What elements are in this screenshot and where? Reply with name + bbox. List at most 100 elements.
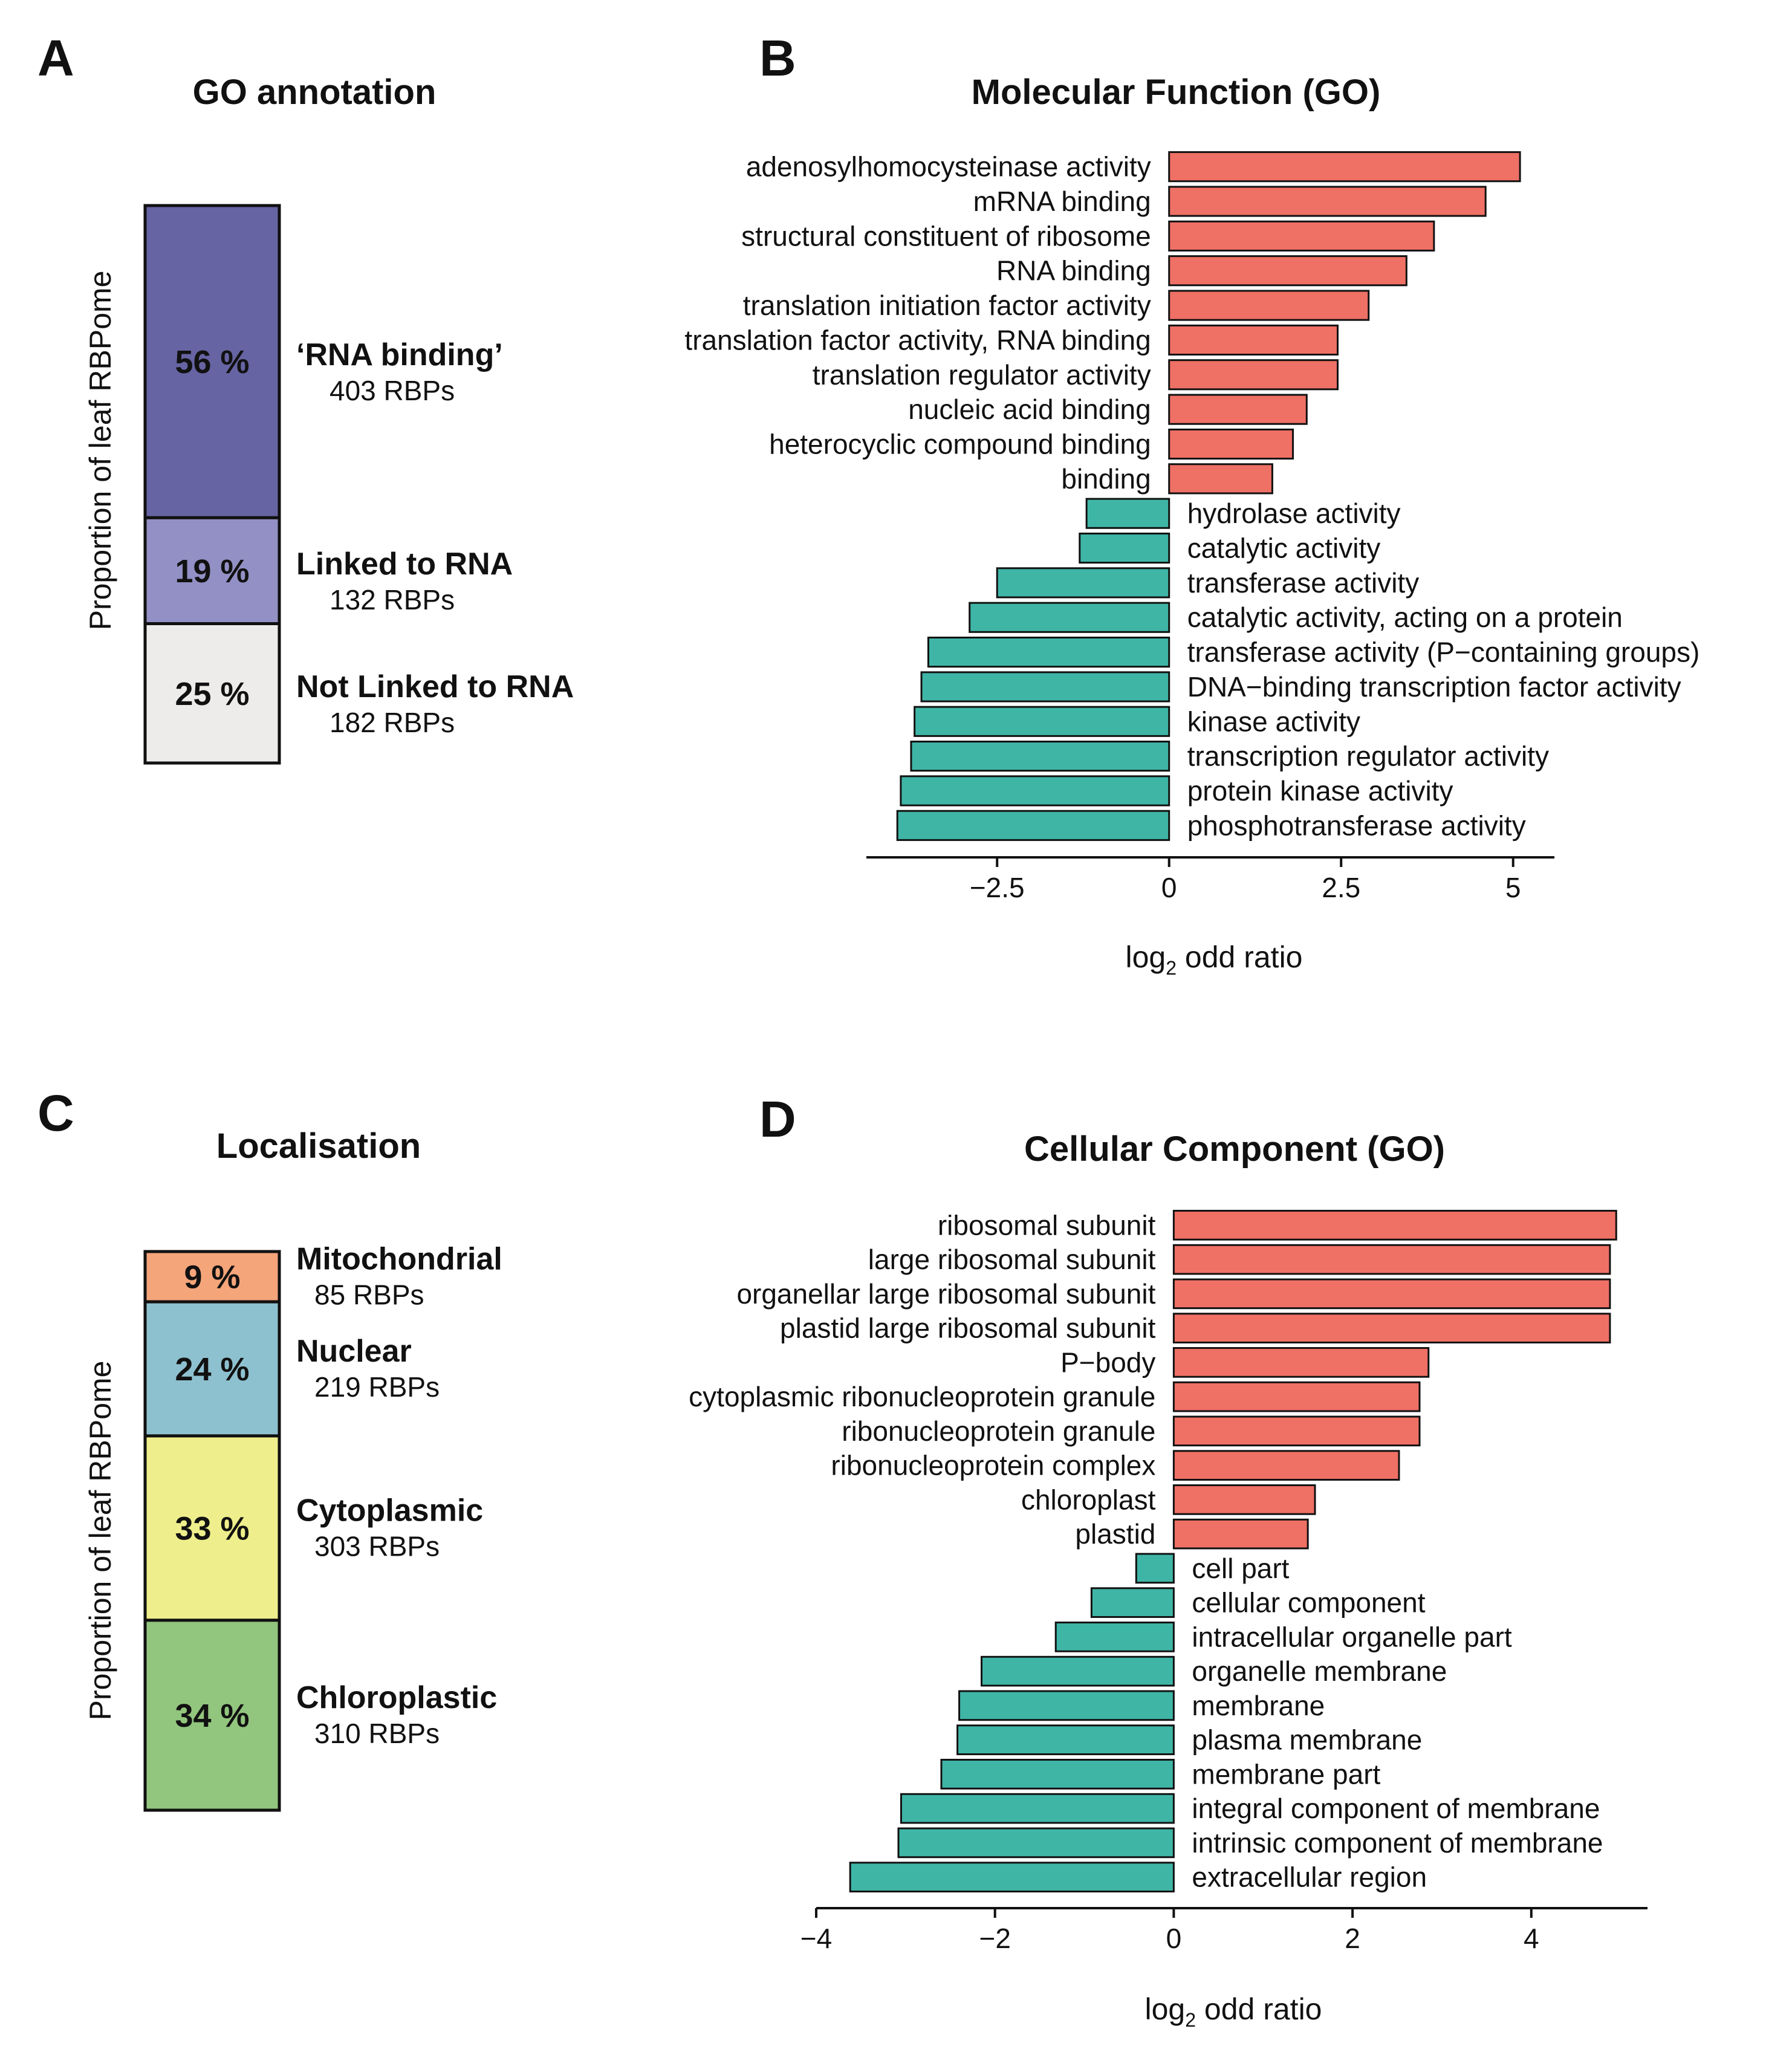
panel-b-bar-label: catalytic activity, acting on a protein — [1187, 602, 1623, 633]
panel-d-xlabel: log2 odd ratio — [1144, 1992, 1322, 2031]
panel-a-letter: A — [37, 30, 74, 86]
panel-b-bar-label: translation regulator activity — [813, 359, 1151, 391]
panel-b-bar — [914, 706, 1170, 737]
panel-a-segment-percent: 56 % — [175, 344, 249, 380]
panel-b-x-tick-label: −2.5 — [970, 872, 1025, 903]
panel-b-bar-label: transcription regulator activity — [1187, 741, 1549, 772]
panel-d-bar — [1135, 1553, 1175, 1584]
panel-a-stacked-bar: 56 % ‘RNA binding’403 RBPs 19 % Linked to R… — [143, 204, 574, 765]
panel-d: D Cellular Component (GO) ribosomal subu… — [689, 1091, 1648, 2031]
panel-b-bar-label: kinase activity — [1187, 706, 1360, 737]
panel-d-bar — [981, 1655, 1175, 1687]
panel-d-bar — [1172, 1347, 1430, 1378]
panel-d-bar — [1054, 1622, 1175, 1652]
panel-c: C Localisation Proportion of leaf RBPome… — [37, 1085, 502, 1812]
panel-b-bar — [1079, 532, 1170, 564]
panel-c-segment-percent: 33 % — [175, 1510, 249, 1547]
panel-b-bar-label: protein kinase activity — [1187, 775, 1453, 807]
panel-d-x-tick-label: −2 — [979, 1923, 1010, 1954]
panel-d-bar — [1172, 1313, 1611, 1343]
panel-d-bar — [897, 1827, 1175, 1859]
panel-d-bar-label: plasma membrane — [1192, 1724, 1422, 1756]
panel-d-bar-label: ribonucleoprotein granule — [842, 1415, 1155, 1447]
panel-b-bar-label: heterocyclic compound binding — [769, 428, 1151, 460]
panel-b-bar — [1168, 359, 1339, 391]
panel-b-bar — [996, 567, 1170, 599]
panel-d-bar-label: intracellular organelle part — [1192, 1621, 1512, 1652]
panel-a-segment-count: 182 RBPs — [330, 707, 455, 738]
panel-d-bar-label: cellular component — [1192, 1587, 1425, 1619]
panel-b-bar — [920, 671, 1170, 703]
panel-d-x-tick-label: −4 — [800, 1923, 832, 1954]
panel-d-bar — [1172, 1484, 1316, 1515]
panel-d-bar — [1172, 1210, 1617, 1241]
panel-d-bar-label: plastid — [1075, 1518, 1155, 1550]
panel-b-x-tick-label: 0 — [1161, 872, 1177, 903]
panel-b-bar-label: phosphotransferase activity — [1187, 810, 1526, 841]
panel-b-bar-label: DNA−binding transcription factor activit… — [1187, 671, 1681, 703]
panel-d-bar-label: large ribosomal subunit — [868, 1244, 1156, 1275]
panel-b-bar — [927, 636, 1170, 668]
panel-c-segment-count: 219 RBPs — [314, 1371, 440, 1403]
panel-b-bar — [1168, 463, 1273, 495]
panel-a-segment-percent: 25 % — [175, 676, 249, 712]
panel-d-bar — [956, 1724, 1175, 1755]
panel-a-segment-count: 403 RBPs — [330, 375, 455, 406]
panel-d-bar — [1172, 1244, 1611, 1275]
panel-b-bar — [1168, 324, 1339, 356]
panel-a: A GO annotation Proportion of leaf RBPom… — [37, 30, 574, 765]
panel-d-bar — [900, 1793, 1175, 1824]
panel-c-segment-label: Chloroplastic — [296, 1680, 497, 1715]
panel-d-title: Cellular Component (GO) — [1024, 1129, 1445, 1169]
panel-d-bar-label: ribosomal subunit — [938, 1209, 1156, 1241]
panel-d-bar-label: ribonucleoprotein complex — [831, 1450, 1155, 1481]
panel-d-bar-label: cell part — [1192, 1553, 1289, 1584]
panel-b-bar-label: hydrolase activity — [1187, 498, 1401, 529]
panel-c-segment-count: 310 RBPs — [314, 1718, 440, 1749]
panel-d-bar-label: organelle membrane — [1192, 1655, 1447, 1687]
panel-a-segment-count: 132 RBPs — [330, 584, 455, 615]
panel-d-bar-label: intrinsic component of membrane — [1192, 1827, 1603, 1859]
panel-b-xlabel: log2 odd ratio — [1125, 940, 1302, 979]
panel-b-bar-label: nucleic acid binding — [908, 394, 1151, 425]
panel-d-bar-label: integral component of membrane — [1192, 1793, 1600, 1824]
panel-b-bar — [969, 602, 1170, 633]
panel-b-bar — [1168, 255, 1407, 287]
panel-c-segment — [143, 1250, 281, 1304]
panel-d-bar — [1172, 1381, 1421, 1412]
panel-d-bar — [1090, 1587, 1175, 1618]
panel-d-x-tick-label: 2 — [1345, 1923, 1360, 1954]
panel-c-segment-label: Cytoplasmic — [296, 1493, 483, 1528]
panel-a-segment — [143, 204, 281, 519]
panel-b-bar — [1168, 290, 1370, 321]
panel-c-segment-label: Mitochondrial — [296, 1242, 502, 1277]
panel-d-bar — [849, 1862, 1175, 1892]
panel-b-bar-label: catalytic activity — [1187, 533, 1381, 564]
panel-c-segment — [143, 1434, 281, 1622]
panel-a-segment-label: ‘RNA binding’ — [296, 337, 503, 372]
panel-d-bar — [940, 1759, 1175, 1790]
panel-a-ylabel: Proportion of leaf RBPome — [83, 271, 117, 631]
panel-b-bar — [1085, 498, 1170, 529]
panel-c-ylabel: Proportion of leaf RBPome — [83, 1361, 117, 1721]
panel-d-bar-label: organellar large ribosomal subunit — [736, 1278, 1155, 1310]
panel-c-segment-percent: 34 % — [175, 1698, 249, 1734]
panel-d-bar-label: membrane — [1192, 1690, 1325, 1721]
panel-d-x-tick-label: 0 — [1166, 1923, 1182, 1954]
panel-b-bar-label: transferase activity — [1187, 567, 1419, 599]
panel-d-bar-label: chloroplast — [1021, 1484, 1156, 1515]
panel-c-segment-count: 303 RBPs — [314, 1530, 440, 1562]
panel-b-bar — [896, 810, 1170, 841]
panel-b-bar-label: translation factor activity, RNA binding — [684, 324, 1151, 356]
panel-a-segment-label: Linked to RNA — [296, 547, 513, 582]
panel-b-bar-label: adenosylhomocysteinase activity — [746, 151, 1151, 183]
panel-a-title: GO annotation — [193, 73, 437, 112]
panel-c-title: Localisation — [216, 1126, 421, 1166]
panel-b-x-tick-label: 5 — [1505, 872, 1521, 903]
panel-b-bar-label: transferase activity (P−containing group… — [1187, 637, 1700, 668]
panel-b-bar-label: translation initiation factor activity — [743, 290, 1151, 321]
panel-d-bar-label: P−body — [1060, 1346, 1155, 1378]
panel-c-segment-label: Nuclear — [296, 1334, 412, 1369]
